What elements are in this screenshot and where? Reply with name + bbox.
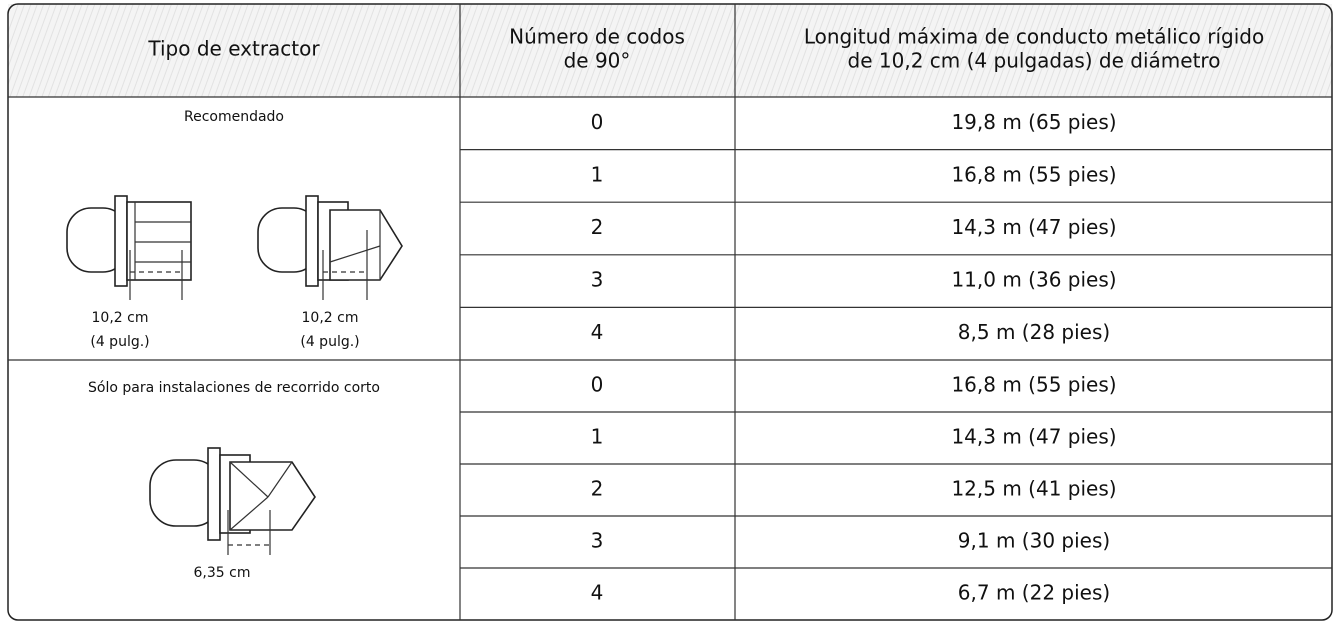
length: 16,8 m (55 pies): [951, 373, 1116, 397]
elbows: 3: [591, 268, 604, 292]
elbows: 4: [591, 320, 604, 344]
header-bg: [8, 4, 1332, 97]
header-text: Número de codos: [509, 25, 685, 49]
length: 14,3 m (47 pies): [951, 425, 1116, 449]
group-label: Recomendado: [184, 109, 284, 125]
elbows: 0: [591, 110, 604, 134]
elbows: 3: [591, 529, 604, 553]
elbows: 0: [591, 373, 604, 397]
length: 12,5 m (41 pies): [951, 477, 1116, 501]
group-label: Sólo para instalaciones de recorrido cor…: [88, 380, 380, 396]
vent-short: [149, 447, 316, 555]
length: 9,1 m (30 pies): [958, 529, 1110, 553]
length: 19,8 m (65 pies): [951, 110, 1116, 134]
dimension: 6,35 cm: [194, 565, 251, 581]
header-text: Longitud máxima de conducto metálico ríg…: [804, 25, 1264, 49]
dimension: 10,2 cm: [92, 310, 149, 326]
header-text: de 90°: [564, 49, 631, 73]
length: 11,0 m (36 pies): [951, 268, 1116, 292]
table-border: [7, 3, 1333, 621]
dimension-inches: (4 pulg.): [300, 334, 359, 350]
length: 14,3 m (47 pies): [951, 215, 1116, 239]
dimension-inches: (4 pulg.): [90, 334, 149, 350]
length: 6,7 m (22 pies): [958, 581, 1110, 605]
elbows: 2: [591, 215, 604, 239]
length: 8,5 m (28 pies): [958, 320, 1110, 344]
length: 16,8 m (55 pies): [951, 162, 1116, 186]
header-text: de 10,2 cm (4 pulgadas) de diámetro: [848, 49, 1221, 73]
elbows: 4: [591, 581, 604, 605]
elbows: 2: [591, 477, 604, 501]
dimension: 10,2 cm: [302, 310, 359, 326]
vent-louvered: [66, 195, 192, 300]
elbows: 1: [591, 425, 604, 449]
header-text: Tipo de extractor: [147, 37, 320, 61]
vent-hood: [257, 195, 403, 300]
elbows: 1: [591, 162, 604, 186]
